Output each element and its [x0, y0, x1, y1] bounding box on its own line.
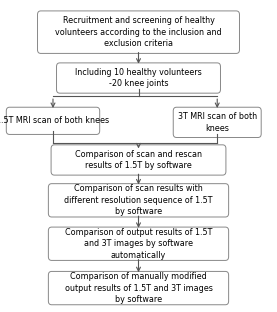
FancyBboxPatch shape [173, 107, 261, 138]
FancyBboxPatch shape [48, 184, 229, 217]
Text: Recruitment and screening of healthy
volunteers according to the inclusion and
e: Recruitment and screening of healthy vol… [55, 16, 222, 48]
Text: Including 10 healthy volunteers
-20 knee joints: Including 10 healthy volunteers -20 knee… [75, 68, 202, 88]
FancyBboxPatch shape [48, 271, 229, 305]
Text: Comparison of scan results with
different resolution sequence of 1.5T
by softwar: Comparison of scan results with differen… [64, 184, 213, 216]
Text: Comparison of scan and rescan
results of 1.5T by software: Comparison of scan and rescan results of… [75, 150, 202, 170]
FancyBboxPatch shape [51, 145, 226, 175]
Text: 1.5T MRI scan of both knees: 1.5T MRI scan of both knees [0, 116, 109, 125]
FancyBboxPatch shape [48, 227, 229, 261]
FancyBboxPatch shape [57, 63, 220, 93]
Text: Comparison of output results of 1.5T
and 3T images by software
automatically: Comparison of output results of 1.5T and… [65, 228, 212, 260]
FancyBboxPatch shape [6, 107, 100, 134]
Text: 3T MRI scan of both
knees: 3T MRI scan of both knees [178, 112, 257, 133]
FancyBboxPatch shape [37, 11, 240, 53]
Text: Comparison of manually modified
output results of 1.5T and 3T images
by software: Comparison of manually modified output r… [65, 272, 212, 304]
